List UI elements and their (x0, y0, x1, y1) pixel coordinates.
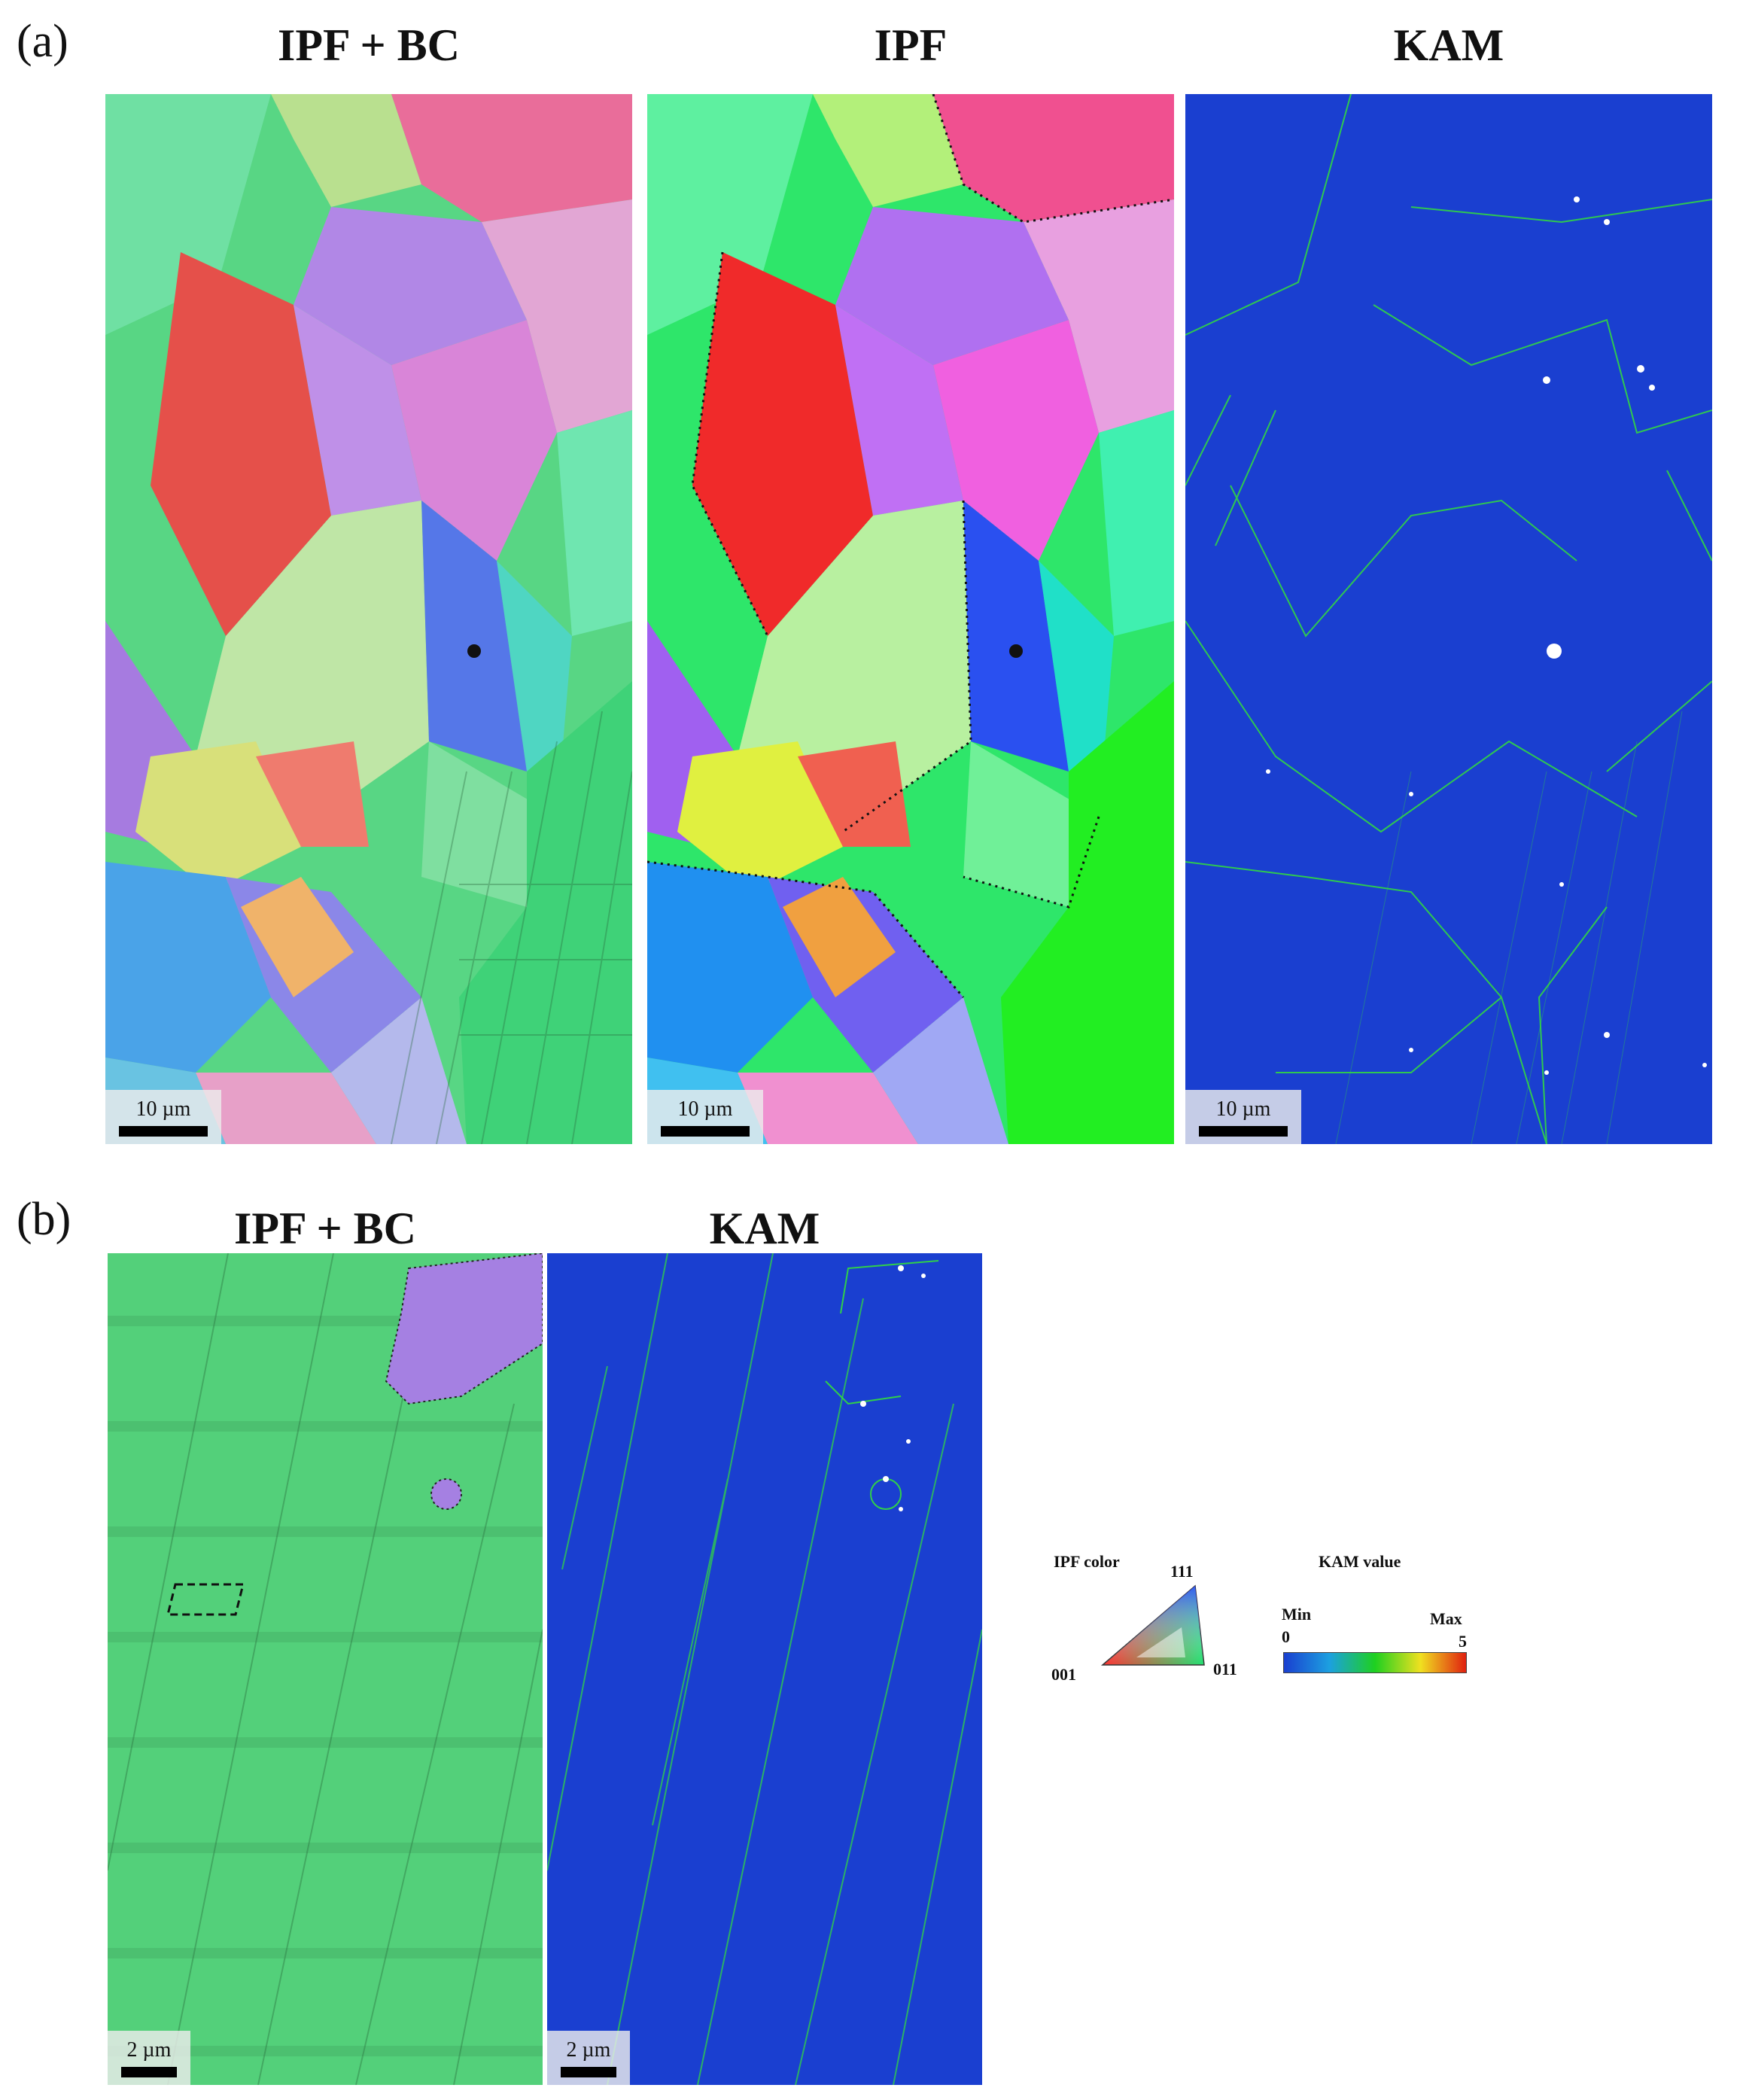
ipf-map-a: 10 µm (647, 94, 1174, 1144)
scale-bar-label: 10 µm (135, 1097, 191, 1121)
kam-min-label: Min (1282, 1605, 1312, 1624)
panel-a-title-kam: KAM (1393, 20, 1504, 70)
panel-a-title-ipf-bc: IPF + BC (278, 20, 460, 70)
scale-bar-a3: 10 µm (1185, 1090, 1301, 1144)
kam-map-b: 2 µm (547, 1253, 982, 2085)
panel-b-label: (b) (17, 1194, 71, 1245)
scale-bar-label: 2 µm (566, 2038, 611, 2062)
panel-a-label: (a) (17, 16, 68, 67)
scale-bar-label: 2 µm (126, 2038, 172, 2062)
kam-legend-title: KAM value (1319, 1552, 1401, 1571)
ipf-legend-title: IPF color (1054, 1552, 1120, 1571)
panel-b-title-kam: KAM (709, 1204, 820, 1253)
kam-min-value: 0 (1282, 1627, 1290, 1646)
panel-b-title-ipf-bc: IPF + BC (234, 1204, 416, 1253)
ipf-corner-011: 011 (1213, 1660, 1237, 1678)
kam-max-label: Max (1430, 1609, 1462, 1628)
scale-bar-b1: 2 µm (108, 2031, 190, 2085)
kam-color-bar (1283, 1652, 1467, 1673)
ipf-bc-map-b: 2 µm (108, 1253, 543, 2085)
ipf-bc-map-a: 10 µm (105, 94, 632, 1144)
panel-a-title-ipf: IPF (874, 20, 948, 70)
ipf-corner-111: 111 (1170, 1562, 1194, 1581)
ipf-corner-001: 001 (1051, 1665, 1076, 1684)
scale-bar-a2: 10 µm (647, 1090, 763, 1144)
ipf-triangle-key (1100, 1584, 1205, 1666)
scale-bar-label: 10 µm (677, 1097, 733, 1121)
kam-max-value: 5 (1459, 1632, 1467, 1651)
scale-bar-a1: 10 µm (105, 1090, 221, 1144)
scale-bar-label: 10 µm (1215, 1097, 1271, 1121)
kam-map-a: 10 µm (1185, 94, 1712, 1144)
scale-bar-b2: 2 µm (547, 2031, 630, 2085)
